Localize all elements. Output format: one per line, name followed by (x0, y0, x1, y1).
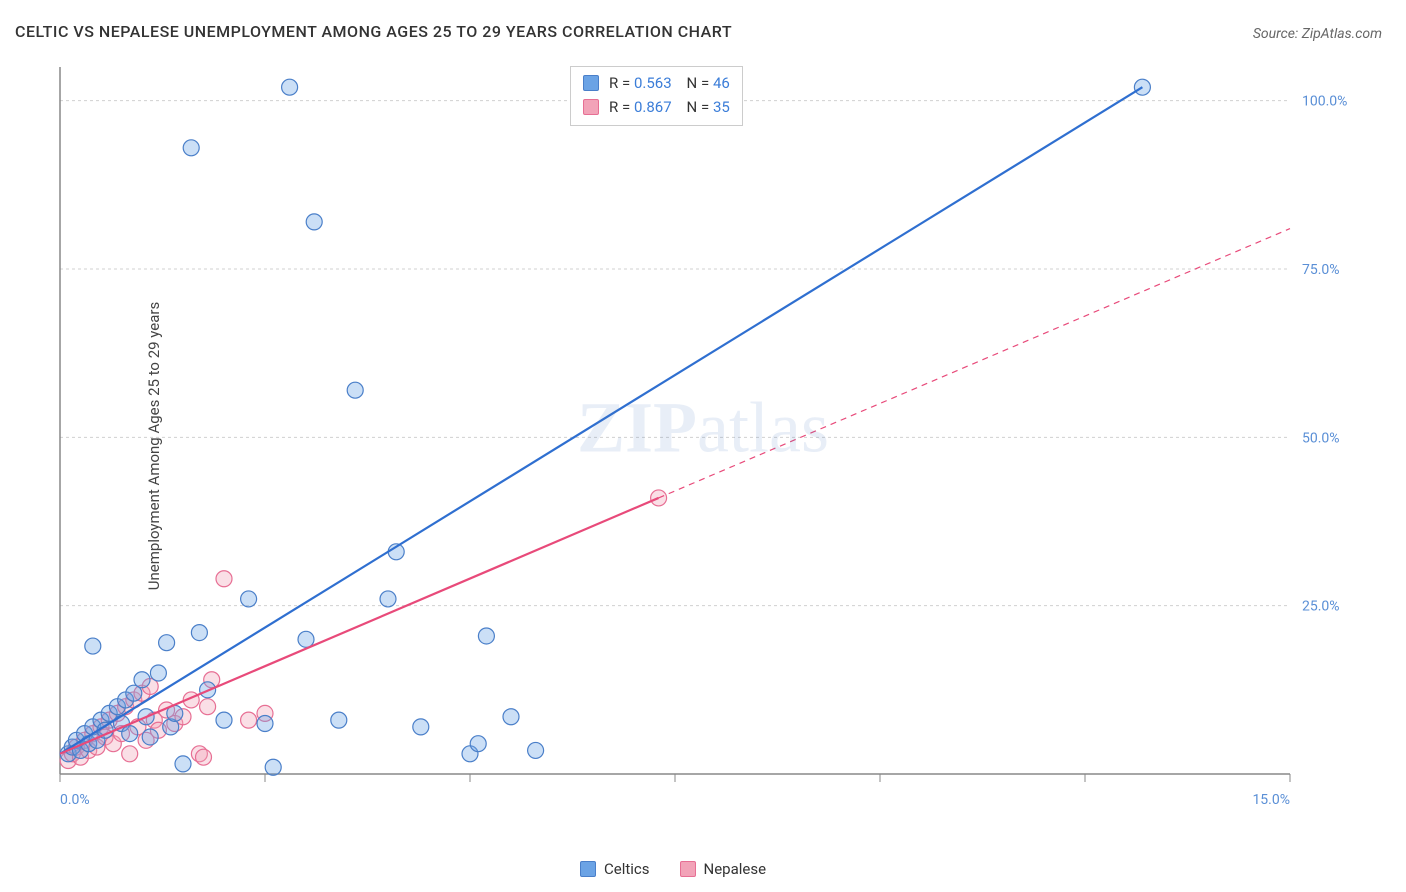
chart-title: CELTIC VS NEPALESE UNEMPLOYMENT AMONG AG… (15, 22, 732, 41)
series-swatch-nepalese-icon (680, 861, 696, 877)
svg-text:75.0%: 75.0% (1302, 262, 1340, 278)
series-swatch-celtics-icon (580, 861, 596, 877)
swatch-celtics-icon (583, 75, 599, 91)
legend-r-nepalese: R = 0.867 N = 35 (609, 95, 730, 119)
svg-text:50.0%: 50.0% (1302, 430, 1340, 446)
legend-row-celtics: R = 0.563 N = 46 (583, 71, 730, 95)
svg-text:15.0%: 15.0% (1252, 792, 1290, 808)
svg-text:100.0%: 100.0% (1302, 94, 1347, 110)
source-label: Source: ZipAtlas.com (1253, 26, 1382, 42)
correlation-legend-box: R = 0.563 N = 46 R = 0.867 N = 35 (570, 66, 743, 126)
series-legend-celtics: Celtics (580, 860, 650, 878)
legend-row-nepalese: R = 0.867 N = 35 (583, 95, 730, 119)
series-label-nepalese: Nepalese (704, 860, 767, 878)
series-label-celtics: Celtics (604, 860, 650, 878)
svg-text:0.0%: 0.0% (60, 792, 90, 808)
legend-r-celtics: R = 0.563 N = 46 (609, 71, 730, 95)
plot-area: 25.0% 50.0% 75.0% 100.0% 0.0% 15.0% (50, 62, 1350, 822)
swatch-nepalese-icon (583, 99, 599, 115)
svg-text:25.0%: 25.0% (1302, 599, 1340, 615)
correlation-chart-container: CELTIC VS NEPALESE UNEMPLOYMENT AMONG AG… (0, 0, 1406, 892)
series-legend-nepalese: Nepalese (680, 860, 767, 878)
series-legend: Celtics Nepalese (580, 860, 766, 878)
scatter-plot-svg: 25.0% 50.0% 75.0% 100.0% 0.0% 15.0% (50, 62, 1350, 822)
